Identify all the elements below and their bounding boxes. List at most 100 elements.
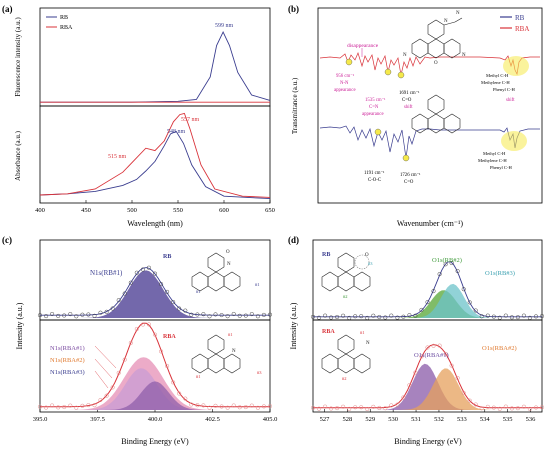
raw-data-point bbox=[159, 349, 164, 354]
raw-data-point bbox=[485, 404, 490, 409]
raw-data-point bbox=[177, 391, 182, 396]
rba-ch-highlight bbox=[503, 56, 529, 76]
x-tick-label: 550 bbox=[173, 207, 183, 214]
x-tick-label: 600 bbox=[219, 207, 229, 214]
x-tick-label: 532 bbox=[434, 416, 444, 423]
raw-data-point bbox=[50, 403, 55, 408]
rba-methyl: Methyl C-H bbox=[486, 73, 509, 78]
raw-data-point bbox=[425, 300, 430, 305]
raw-data-point bbox=[335, 314, 340, 320]
d-rba-n: N bbox=[366, 341, 370, 346]
rb-phenyl: Phenyl C-H bbox=[490, 165, 513, 170]
raw-data-point bbox=[527, 315, 532, 320]
panel-a-xlabel: Wavelength (nm) bbox=[127, 219, 183, 228]
raw-data-point bbox=[455, 269, 460, 274]
d-rba-site2: #2 bbox=[342, 376, 347, 381]
raw-data-point bbox=[74, 405, 79, 410]
c-rba3-peak-area bbox=[40, 381, 270, 410]
raw-data-point bbox=[359, 405, 364, 410]
d-rba-site1: #1 bbox=[360, 330, 365, 335]
c-rba-site1: #1 bbox=[228, 332, 233, 337]
x-tick-label: 533 bbox=[457, 416, 467, 423]
x-tick-label: 536 bbox=[526, 416, 537, 423]
raw-data-point bbox=[177, 306, 182, 311]
raw-data-point bbox=[353, 405, 358, 410]
raw-data-point bbox=[371, 404, 376, 409]
raw-data-point bbox=[80, 312, 85, 317]
panel-c-pointer-1 bbox=[94, 345, 117, 369]
raw-data-point bbox=[165, 363, 170, 369]
rb-1726-marker bbox=[402, 154, 410, 162]
panel-b-ylabel: Transmittance (a.u.) bbox=[291, 77, 299, 134]
d-rba-p2-area bbox=[313, 368, 542, 410]
rba-appearance-1: appearance bbox=[334, 88, 356, 93]
raw-data-point bbox=[219, 404, 224, 409]
panel-c-ylabel: Intensity (a.u.) bbox=[15, 302, 24, 349]
raw-data-point bbox=[86, 312, 91, 317]
x-tick-label: 534 bbox=[480, 416, 491, 423]
panel-c-label: (c) bbox=[2, 235, 12, 245]
raw-data-point bbox=[425, 345, 430, 350]
raw-data-point bbox=[237, 313, 242, 318]
x-tick-label: 531 bbox=[411, 416, 421, 423]
x-tick-label: 395.0 bbox=[33, 416, 48, 423]
c-rb-peak-area bbox=[40, 270, 270, 318]
raw-data-point bbox=[249, 403, 254, 408]
panel-d-rba-structure: #1 N #2 bbox=[321, 330, 371, 381]
raw-data-point bbox=[329, 406, 334, 411]
rba-co: C=O bbox=[402, 98, 412, 103]
raw-data-point bbox=[134, 326, 139, 332]
rba-struct-n3: N bbox=[403, 53, 407, 58]
raw-data-point bbox=[443, 262, 448, 267]
raw-data-point bbox=[335, 406, 340, 411]
rba-956: 956 cm⁻¹ bbox=[336, 73, 355, 79]
raw-data-point bbox=[383, 406, 388, 411]
raw-data-point bbox=[128, 340, 133, 345]
rba-956-marker bbox=[345, 58, 353, 66]
panel-d-rb-structure: O #3 #2 bbox=[321, 252, 373, 299]
raw-data-point bbox=[159, 282, 164, 287]
raw-data-point bbox=[189, 402, 194, 407]
d-rba-envelope bbox=[313, 344, 542, 409]
rba-1535-marker bbox=[384, 68, 392, 76]
raw-data-point bbox=[449, 260, 454, 266]
raw-data-point bbox=[377, 405, 382, 410]
x-tick-label: 527 bbox=[320, 416, 331, 423]
panel-a-x-ticks: 400 450 500 550 600 650 bbox=[35, 200, 275, 214]
raw-data-point bbox=[104, 393, 109, 398]
rba-1691: 1691 cm⁻¹ bbox=[399, 90, 420, 96]
raw-data-point bbox=[509, 406, 514, 411]
x-tick-label: 405.0 bbox=[263, 416, 278, 423]
x-tick-label: 530 bbox=[388, 416, 398, 423]
raw-data-point bbox=[401, 314, 406, 319]
raw-data-point bbox=[316, 406, 322, 411]
raw-data-point bbox=[171, 300, 176, 305]
raw-data-point bbox=[80, 403, 85, 408]
raw-data-point bbox=[116, 370, 121, 375]
rba-appearance-2: appearance bbox=[362, 112, 384, 117]
raw-data-point bbox=[86, 403, 91, 408]
raw-data-point bbox=[407, 383, 412, 388]
panel-c-xlabel: Binding Energy (eV) bbox=[121, 437, 189, 446]
raw-data-point bbox=[62, 313, 67, 318]
raw-data-point bbox=[237, 405, 242, 410]
panel-d-bottom-frame bbox=[312, 319, 543, 413]
raw-data-point bbox=[473, 308, 478, 313]
raw-data-point bbox=[323, 313, 328, 318]
raw-data-point bbox=[165, 289, 170, 294]
raw-data-point bbox=[213, 312, 218, 317]
rba-phenyl: Phenyl C-H bbox=[493, 87, 516, 92]
raw-data-point bbox=[401, 395, 406, 400]
raw-data-point bbox=[467, 398, 472, 403]
panel-c-rba-structure: #1 N #3 #1 bbox=[191, 332, 262, 379]
d-rb-site3: #3 bbox=[368, 261, 373, 266]
raw-data-point bbox=[267, 312, 273, 317]
x-tick-label: 450 bbox=[81, 207, 91, 214]
raw-data-point bbox=[533, 314, 539, 319]
x-tick-label: 402.5 bbox=[205, 416, 220, 423]
panel-c-rb-structure: O N #1 #1 bbox=[191, 250, 260, 294]
d-rb-site2: #2 bbox=[343, 294, 348, 299]
raw-data-point bbox=[44, 314, 49, 319]
raw-data-point bbox=[152, 271, 158, 276]
rb-1191-marker bbox=[374, 128, 382, 136]
